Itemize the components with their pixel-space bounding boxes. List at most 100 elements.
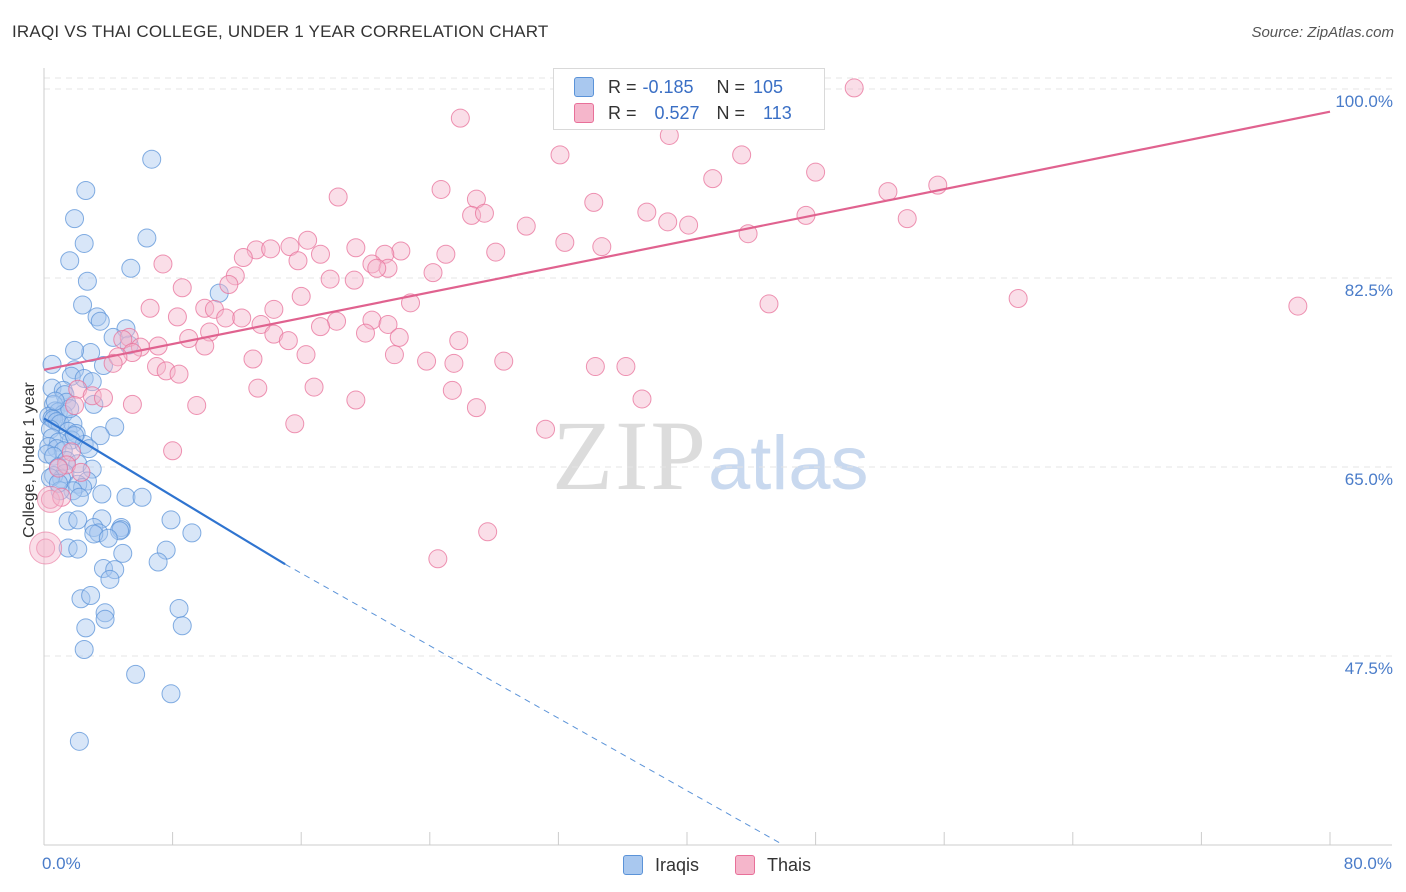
point-thais	[442, 380, 462, 400]
trend-line-iraqis	[43, 417, 286, 566]
point-iraqis	[81, 586, 101, 606]
point-thais-large	[29, 531, 63, 565]
point-thais	[278, 331, 298, 351]
point-thais	[444, 353, 464, 373]
point-thais	[296, 345, 316, 365]
point-iraqis	[48, 432, 68, 452]
point-iraqis	[98, 528, 118, 548]
point-iraqis	[65, 340, 85, 360]
point-thais	[486, 242, 506, 262]
point-thais	[378, 258, 398, 278]
point-thais	[93, 388, 113, 408]
point-iraqis	[95, 603, 115, 623]
point-thais	[637, 202, 657, 222]
point-iraqis	[58, 511, 78, 531]
point-thais	[140, 298, 160, 318]
point-thais	[310, 317, 330, 337]
point-thais	[264, 299, 284, 319]
y-tick-label: 82.5%	[1345, 281, 1393, 300]
watermark: ZIPatlas	[552, 398, 869, 513]
point-thais	[344, 270, 364, 290]
legend-row-thais: R = 0.527 N = 113	[574, 101, 792, 125]
point-iraqis	[76, 181, 96, 201]
point-thais	[428, 549, 448, 569]
point-iraqis	[148, 552, 168, 572]
point-iraqis	[90, 311, 110, 331]
point-iraqis	[74, 640, 94, 660]
legend-n-label: N =	[716, 102, 746, 123]
x-tick-label-min: 0.0%	[42, 854, 81, 873]
point-iraqis	[48, 473, 68, 493]
legend-r-label: R =	[608, 76, 637, 97]
point-thais	[233, 247, 253, 267]
point-thais-large	[36, 485, 64, 513]
point-iraqis	[113, 543, 133, 563]
point-thais	[48, 458, 68, 478]
point-thais	[195, 298, 215, 318]
point-thais	[703, 169, 723, 189]
point-iraqis	[77, 271, 97, 291]
point-iraqis	[116, 487, 136, 507]
point-thais	[298, 230, 318, 250]
trend-line-iraqis-extension	[284, 563, 784, 846]
point-iraqis	[84, 524, 104, 544]
point-iraqis	[45, 391, 65, 411]
point-thais	[384, 345, 404, 365]
axes	[43, 68, 1392, 846]
point-thais	[732, 145, 752, 165]
correlation-legend: R = -0.185 N = 105 R = 0.527 N = 113	[553, 68, 825, 130]
point-thais	[327, 311, 347, 331]
legend-r-value-thais: 0.527	[654, 102, 700, 123]
point-thais	[304, 377, 324, 397]
y-tick-label: 65.0%	[1345, 470, 1393, 489]
point-thais	[310, 244, 330, 264]
point-iraqis	[60, 251, 80, 271]
point-iraqis	[92, 484, 112, 504]
point-thais	[1288, 296, 1308, 316]
bottom-legend-label-thais: Thais	[767, 854, 812, 875]
point-thais	[844, 78, 864, 98]
point-iraqis	[76, 618, 96, 638]
y-tick-labels: 47.5% 65.0% 82.5% 100.0%	[1335, 92, 1393, 678]
point-iraqis	[68, 539, 88, 559]
point-thais	[288, 251, 308, 271]
point-iraqis	[93, 355, 113, 375]
point-thais	[167, 307, 187, 327]
series-thais	[29, 78, 1308, 569]
point-thais	[147, 357, 167, 377]
y-tick-label: 47.5%	[1345, 659, 1393, 678]
point-thais	[474, 203, 494, 223]
point-iraqis	[105, 560, 125, 580]
watermark-atlas: atlas	[708, 421, 869, 506]
point-thais	[36, 538, 56, 558]
point-iraqis	[137, 228, 157, 248]
legend-swatch-iraqis	[574, 77, 594, 97]
watermark-zip: ZIP	[552, 400, 708, 511]
point-iraqis	[68, 510, 88, 530]
point-iraqis	[161, 510, 181, 530]
gridlines	[44, 77, 1392, 657]
x-tick-label-max: 80.0%	[1344, 854, 1392, 873]
y-axis-label: College, Under 1 year	[21, 382, 38, 538]
point-thais	[759, 294, 779, 314]
point-iraqis	[65, 209, 85, 229]
point-iraqis	[90, 426, 110, 446]
point-thais	[153, 254, 173, 274]
point-thais	[264, 324, 284, 344]
point-iraqis	[161, 684, 181, 704]
point-thais	[103, 353, 123, 373]
point-thais	[450, 108, 470, 128]
point-thais	[449, 331, 469, 351]
legend-r-label: R =	[608, 102, 637, 123]
trend-line-thais	[43, 110, 1331, 371]
point-thais	[156, 361, 176, 381]
point-thais	[584, 192, 604, 212]
point-thais	[516, 216, 536, 236]
point-thais	[163, 441, 183, 461]
point-thais	[378, 314, 398, 334]
point-iraqis	[103, 327, 123, 347]
point-iraqis	[82, 459, 102, 479]
point-iraqis	[126, 664, 146, 684]
point-thais	[169, 364, 189, 384]
point-iraqis	[105, 417, 125, 437]
